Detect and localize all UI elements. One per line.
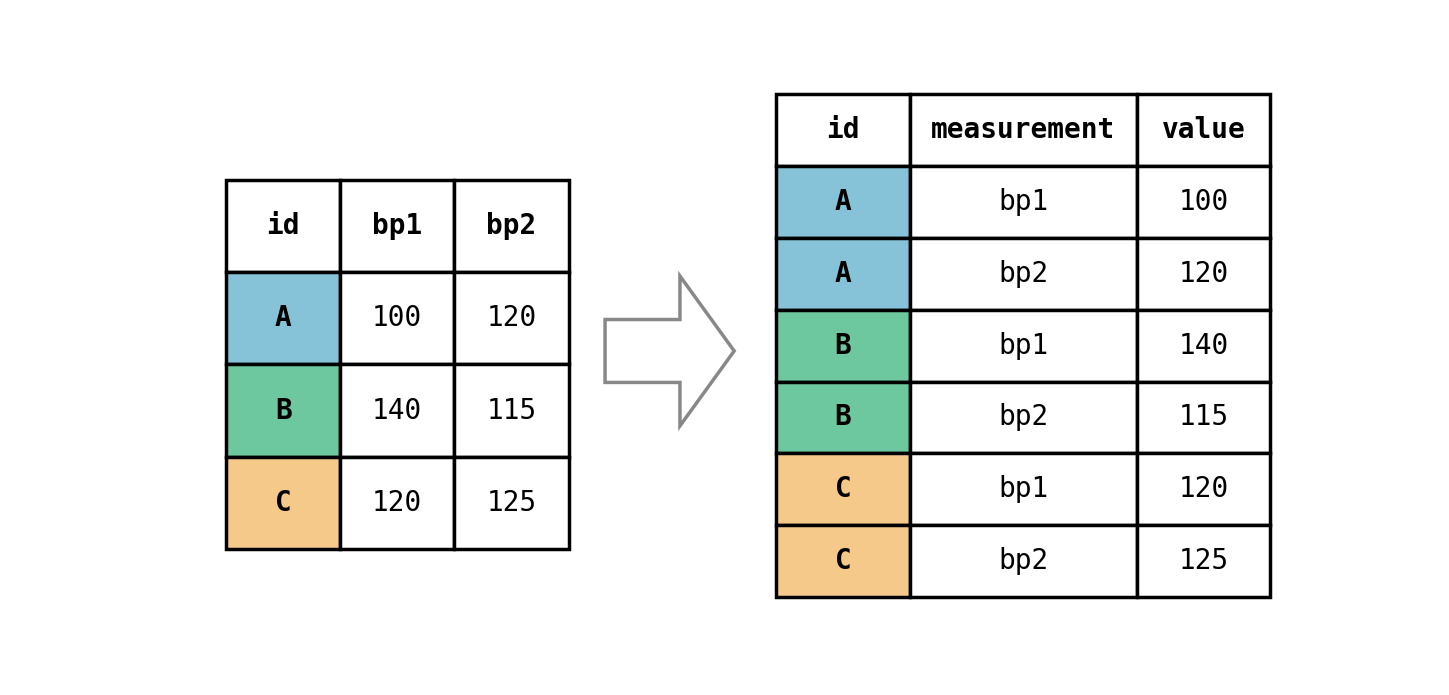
Bar bbox=[455, 180, 568, 272]
Text: 120: 120 bbox=[1178, 260, 1229, 288]
Bar bbox=[777, 166, 910, 238]
Bar bbox=[777, 525, 910, 597]
Text: id: id bbox=[826, 116, 859, 144]
Text: bp2: bp2 bbox=[487, 212, 536, 240]
Text: value: value bbox=[1162, 116, 1246, 144]
Bar bbox=[341, 272, 455, 364]
Text: A: A bbox=[835, 188, 852, 216]
Bar bbox=[1137, 453, 1271, 525]
Bar bbox=[777, 238, 910, 310]
Bar bbox=[910, 310, 1137, 382]
Text: 140: 140 bbox=[1178, 332, 1229, 359]
Text: A: A bbox=[835, 260, 852, 288]
Text: B: B bbox=[835, 332, 852, 359]
Text: bp2: bp2 bbox=[998, 404, 1049, 432]
Bar bbox=[1137, 525, 1271, 597]
Bar bbox=[777, 94, 910, 166]
Text: measurement: measurement bbox=[932, 116, 1116, 144]
Bar bbox=[777, 382, 910, 453]
Text: bp1: bp1 bbox=[998, 475, 1049, 503]
Text: bp2: bp2 bbox=[998, 547, 1049, 575]
Bar bbox=[226, 272, 341, 364]
Text: 125: 125 bbox=[487, 489, 536, 517]
Bar bbox=[1137, 94, 1271, 166]
Text: B: B bbox=[275, 397, 291, 425]
Text: 115: 115 bbox=[1178, 404, 1229, 432]
Bar bbox=[341, 457, 455, 549]
Text: bp1: bp1 bbox=[998, 332, 1049, 359]
Text: bp2: bp2 bbox=[998, 260, 1049, 288]
Bar bbox=[226, 457, 341, 549]
Text: 100: 100 bbox=[1178, 188, 1229, 216]
Text: 140: 140 bbox=[372, 397, 423, 425]
Text: C: C bbox=[835, 547, 852, 575]
Text: C: C bbox=[835, 475, 852, 503]
Bar bbox=[341, 364, 455, 457]
Bar bbox=[226, 364, 341, 457]
Polygon shape bbox=[606, 276, 735, 426]
Bar bbox=[1137, 382, 1271, 453]
Text: 100: 100 bbox=[372, 304, 423, 332]
Bar bbox=[226, 180, 341, 272]
Text: B: B bbox=[835, 404, 852, 432]
Bar bbox=[455, 364, 568, 457]
Text: C: C bbox=[275, 489, 291, 517]
Text: 125: 125 bbox=[1178, 547, 1229, 575]
Bar bbox=[910, 525, 1137, 597]
Text: A: A bbox=[275, 304, 291, 332]
Text: 115: 115 bbox=[487, 397, 536, 425]
Bar bbox=[455, 457, 568, 549]
Text: 120: 120 bbox=[487, 304, 536, 332]
Text: 120: 120 bbox=[1178, 475, 1229, 503]
Bar bbox=[777, 453, 910, 525]
Text: bp1: bp1 bbox=[998, 188, 1049, 216]
Bar bbox=[1137, 166, 1271, 238]
Bar bbox=[910, 94, 1137, 166]
Bar bbox=[455, 272, 568, 364]
Text: id: id bbox=[267, 212, 300, 240]
Bar bbox=[910, 382, 1137, 453]
Bar bbox=[1137, 238, 1271, 310]
Text: bp1: bp1 bbox=[372, 212, 423, 240]
Text: 120: 120 bbox=[372, 489, 423, 517]
Bar bbox=[777, 310, 910, 382]
Bar bbox=[341, 180, 455, 272]
Bar bbox=[910, 166, 1137, 238]
Bar bbox=[910, 453, 1137, 525]
Bar bbox=[910, 238, 1137, 310]
Bar bbox=[1137, 310, 1271, 382]
